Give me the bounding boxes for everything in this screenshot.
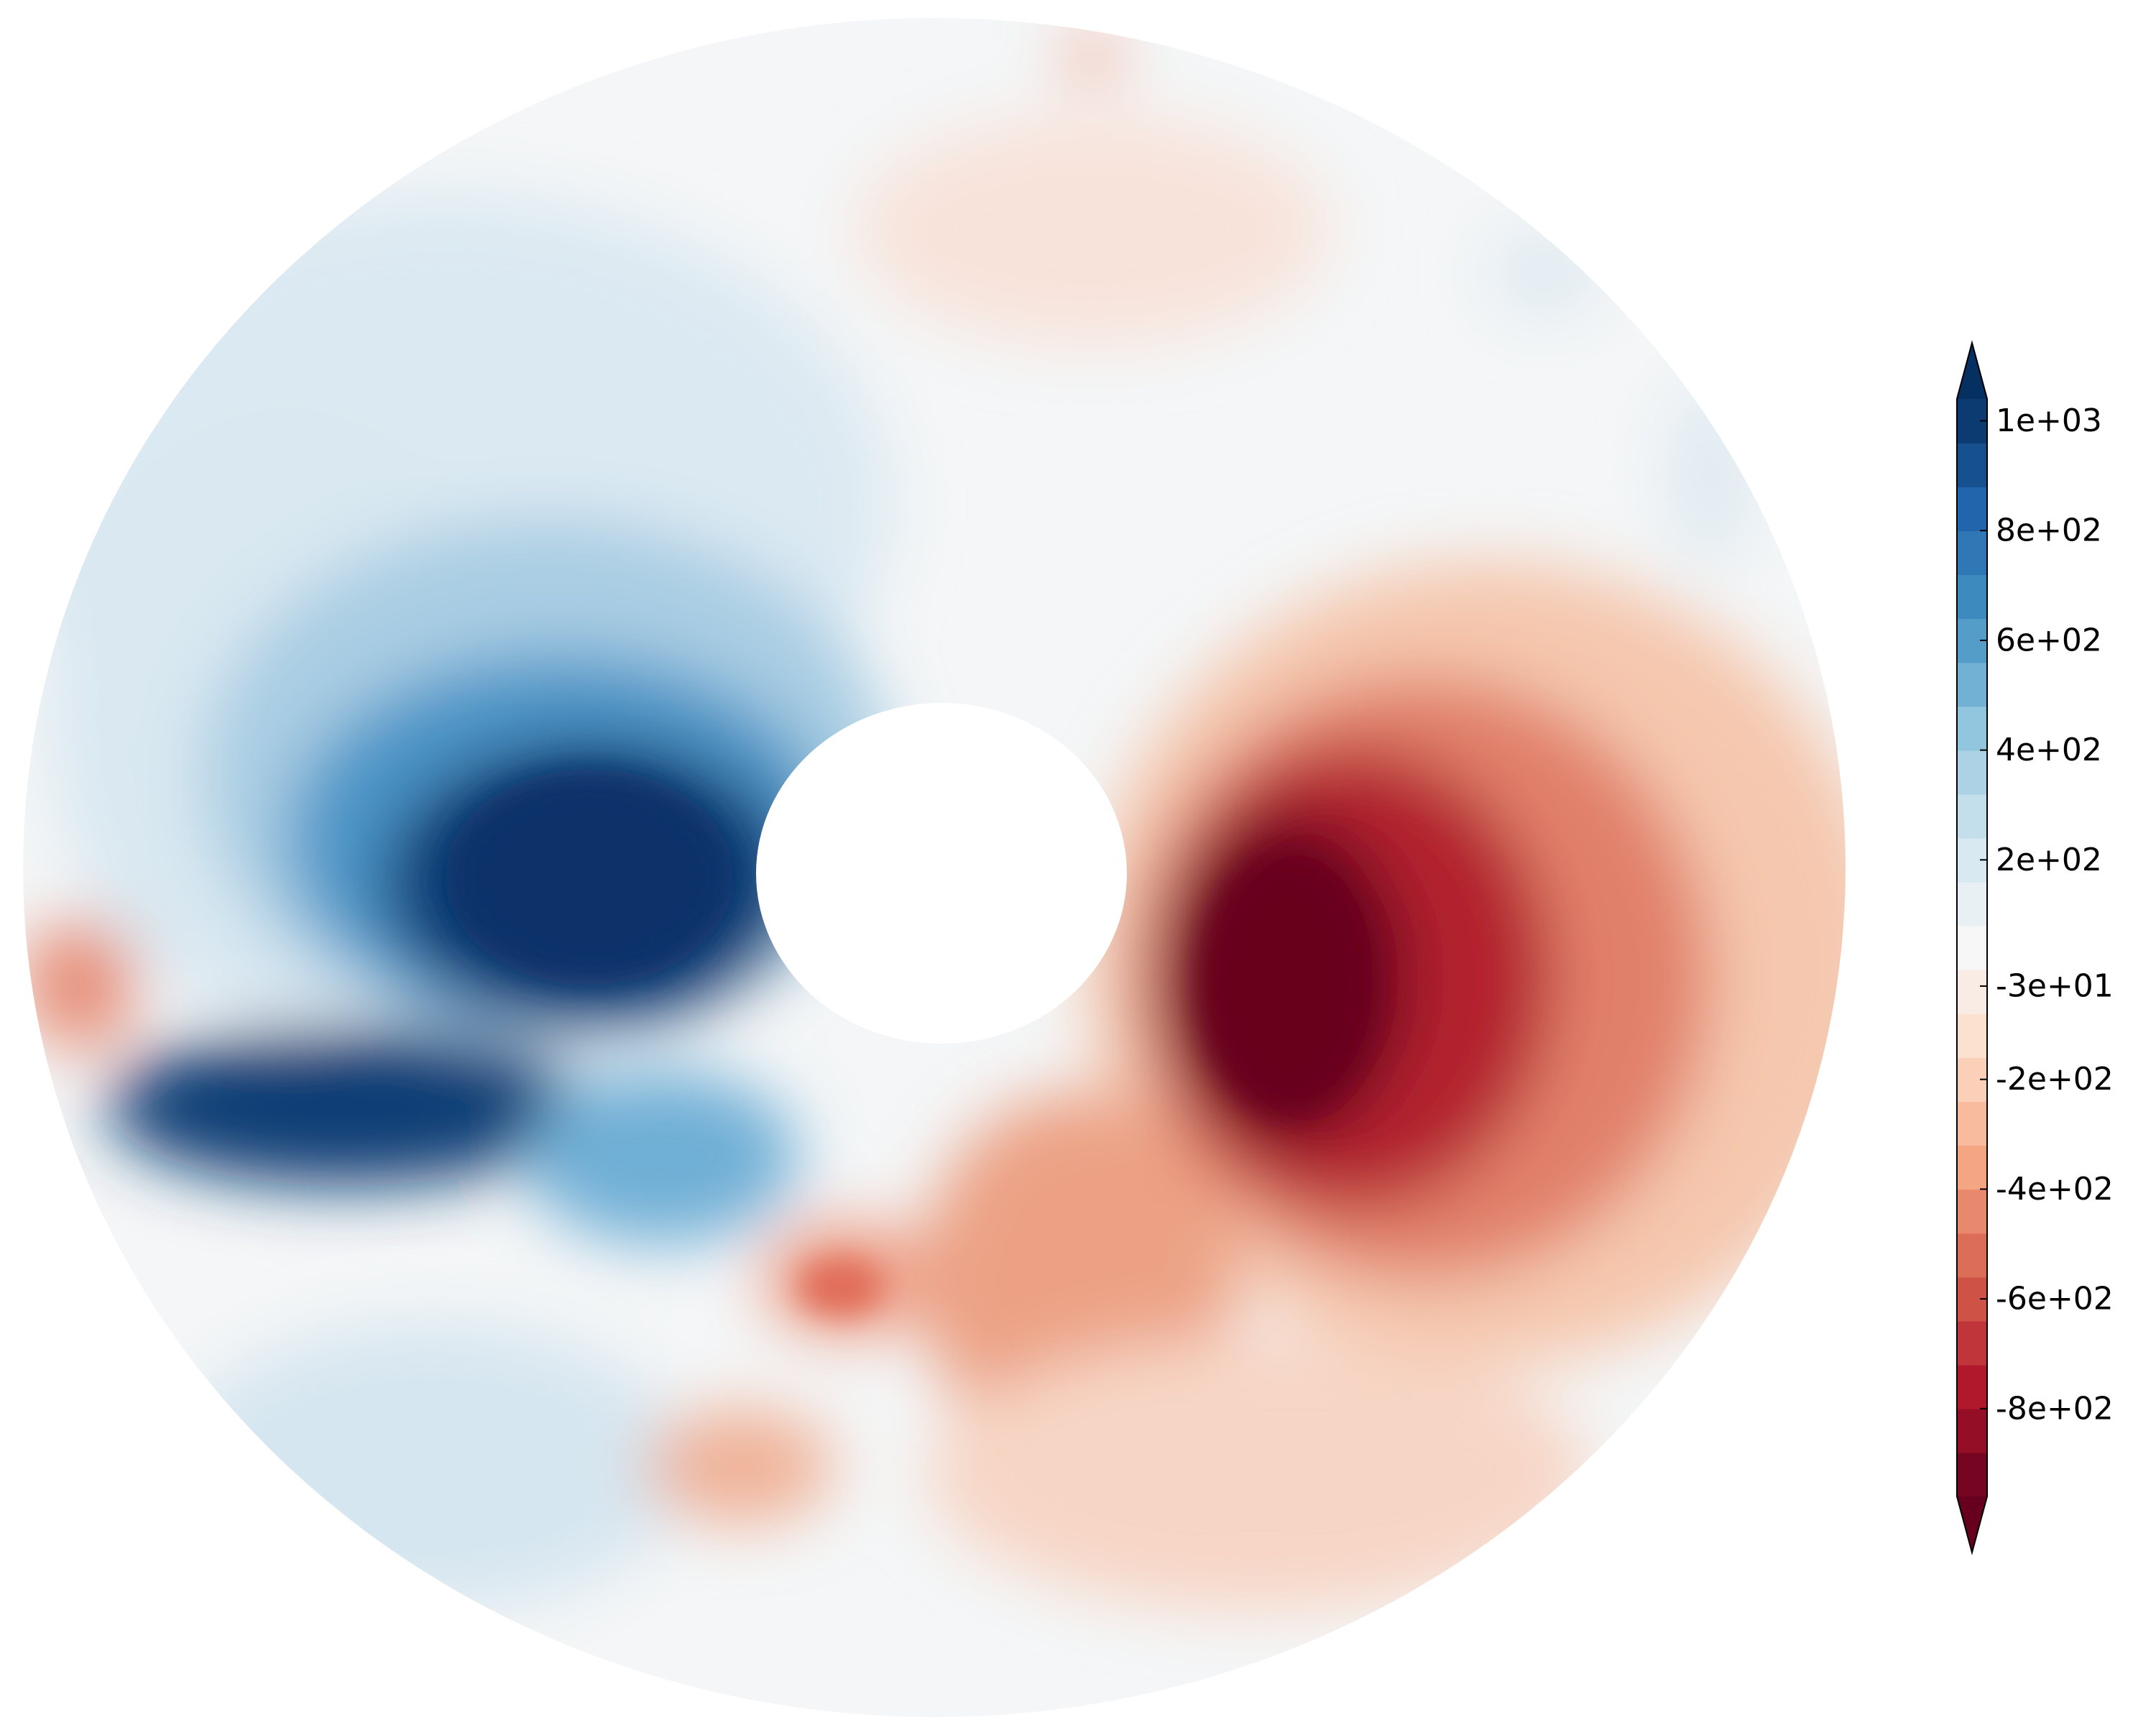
colorbar-tick-label: -4e+02 — [1996, 1171, 2114, 1208]
colorbar-level — [1957, 1452, 1987, 1497]
colorbar-level — [1957, 1408, 1987, 1453]
colorbar-tick-label: 4e+02 — [1996, 732, 2102, 768]
colorbar-level — [1957, 530, 1987, 576]
colorbar-level — [1957, 574, 1987, 620]
colorbar-level — [1957, 794, 1987, 839]
colorbar-level — [1957, 443, 1987, 487]
colorbar-level — [1957, 925, 1987, 970]
colorbar-level — [1957, 1233, 1987, 1278]
colorbar-level — [1957, 662, 1987, 707]
colorbar-tick-label: 8e+02 — [1996, 512, 2102, 549]
colorbar-tick-label: 2e+02 — [1996, 842, 2102, 878]
colorbar-outline — [1956, 340, 1988, 1555]
colorbar-level — [1957, 1013, 1987, 1058]
colorbar-level — [1957, 1189, 1987, 1234]
colorbar-tick-label: -8e+02 — [1996, 1390, 2114, 1427]
colorbar-extend-min — [1957, 1496, 1987, 1552]
colorbar-tick-label: 6e+02 — [1996, 622, 2102, 658]
colorbar-tick-label: 1e+03 — [1996, 402, 2102, 439]
colorbar-tick-label: -6e+02 — [1996, 1281, 2114, 1317]
colorbar-level — [1957, 1101, 1987, 1146]
colorbar-level — [1957, 750, 1987, 795]
colorbar-level — [1957, 1145, 1987, 1190]
colorbar-extend-max — [1957, 343, 1987, 399]
colorbar-level — [1957, 1320, 1987, 1366]
colorbar-level — [1957, 970, 1987, 1014]
colorbar-level — [1957, 1364, 1987, 1409]
colorbar-level — [1957, 881, 1987, 926]
colorbar-level — [1957, 487, 1987, 532]
colorbar-level — [1957, 706, 1987, 751]
colorbar-tick-label: -3e+01 — [1996, 967, 2114, 1004]
colorbar-tick-label: -2e+02 — [1996, 1061, 2114, 1098]
colorbar: 1e+03 8e+02 6e+02 4e+02 2e+02 -3e+01 -2e+02 -4e… — [1956, 340, 2114, 1555]
field-cores — [446, 769, 1373, 1315]
annulus-field — [0, 18, 1890, 1717]
